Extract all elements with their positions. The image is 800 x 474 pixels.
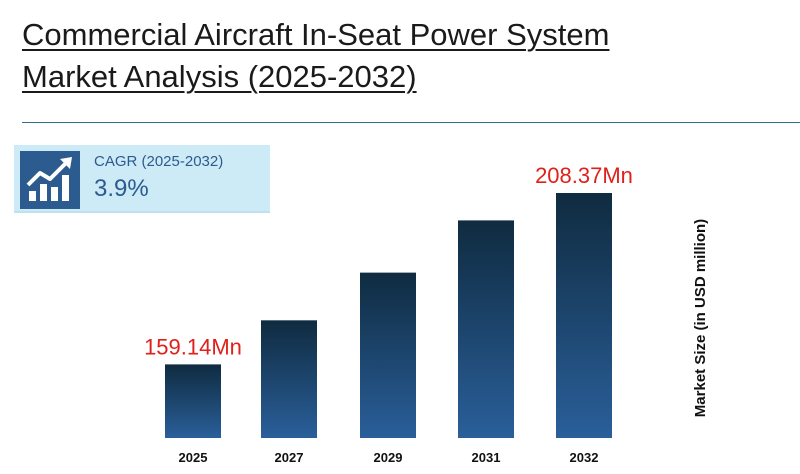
title-line-1: Commercial Aircraft In-Seat Power System <box>22 17 610 52</box>
cagr-panel: CAGR (2025-2032) 3.9% <box>14 145 270 213</box>
x-tick-2031: 2031 <box>472 450 501 465</box>
x-tick-2027: 2027 <box>275 450 304 465</box>
title-divider <box>22 122 800 123</box>
data-label-2025: 159.14Mn <box>144 334 242 359</box>
bar-2031 <box>458 220 514 438</box>
title-line-2: Market Analysis (2025-2032) <box>22 59 417 94</box>
page-title: Commercial Aircraft In-Seat Power System… <box>22 14 722 98</box>
cagr-value: 3.9% <box>94 175 149 202</box>
x-tick-2029: 2029 <box>374 450 403 465</box>
x-tick-2032: 2032 <box>570 450 599 465</box>
growth-chart-icon <box>20 151 80 209</box>
bar-2032 <box>556 193 612 438</box>
bar-2025 <box>165 364 221 438</box>
y-axis-label: Market Size (in USD million) <box>692 218 709 418</box>
cagr-label: CAGR (2025-2032) <box>94 153 224 170</box>
bar-2029 <box>360 272 416 438</box>
data-label-2032: 208.37Mn <box>535 163 633 188</box>
x-tick-2025: 2025 <box>179 450 208 465</box>
bar-2027 <box>261 320 317 438</box>
